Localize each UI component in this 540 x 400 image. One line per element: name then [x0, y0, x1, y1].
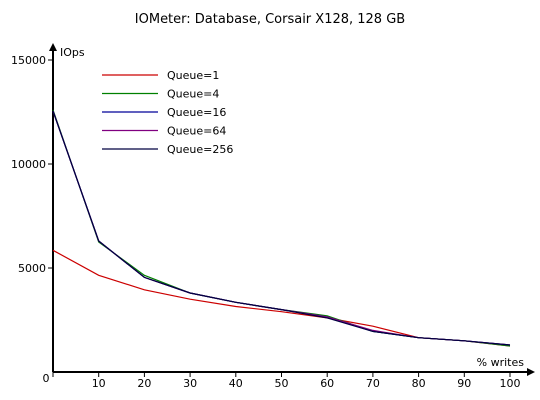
- x-tick-label: 30: [183, 377, 197, 390]
- y-ticks: 5000 10000 15000: [11, 54, 53, 275]
- legend-label: Queue=16: [167, 106, 226, 119]
- x-tick-label: 50: [275, 377, 289, 390]
- series-layer: [52, 109, 511, 347]
- x-tick-label: 10: [92, 377, 106, 390]
- series-line-queue-4: [52, 109, 511, 347]
- x-tick-label: 40: [229, 377, 243, 390]
- x-axis-arrow: [527, 368, 535, 376]
- legend-label: Queue=64: [167, 125, 226, 138]
- x-tick-label: 80: [412, 377, 426, 390]
- legend: Queue=1 Queue=4 Queue=16 Queue=64 Queue=256: [102, 69, 233, 156]
- x-tick-label: 60: [320, 377, 334, 390]
- chart-title: IOMeter: Database, Corsair X128, 128 GB: [135, 12, 405, 27]
- y-axis-label: IOps: [60, 46, 85, 59]
- x-tick-label: 90: [457, 377, 471, 390]
- x-ticks: 0 10 20 30 40 50 60 70 80 90 100: [43, 372, 521, 390]
- legend-label: Queue=4: [167, 88, 219, 101]
- y-axis: [49, 43, 57, 372]
- y-tick-label: 10000: [11, 158, 46, 171]
- x-axis-label: % writes: [477, 356, 525, 369]
- x-axis: [53, 368, 535, 376]
- legend-label: Queue=256: [167, 143, 233, 156]
- y-axis-arrow: [49, 43, 57, 51]
- x-tick-label: 20: [137, 377, 151, 390]
- legend-label: Queue=1: [167, 69, 219, 82]
- x-tick-label: 0: [43, 372, 50, 385]
- y-tick-label: 5000: [18, 262, 46, 275]
- y-tick-label: 15000: [11, 54, 46, 67]
- x-tick-label: 100: [500, 377, 521, 390]
- series-line-queue-1: [52, 249, 511, 347]
- x-tick-label: 70: [366, 377, 380, 390]
- series-line-queue-256: [52, 110, 511, 346]
